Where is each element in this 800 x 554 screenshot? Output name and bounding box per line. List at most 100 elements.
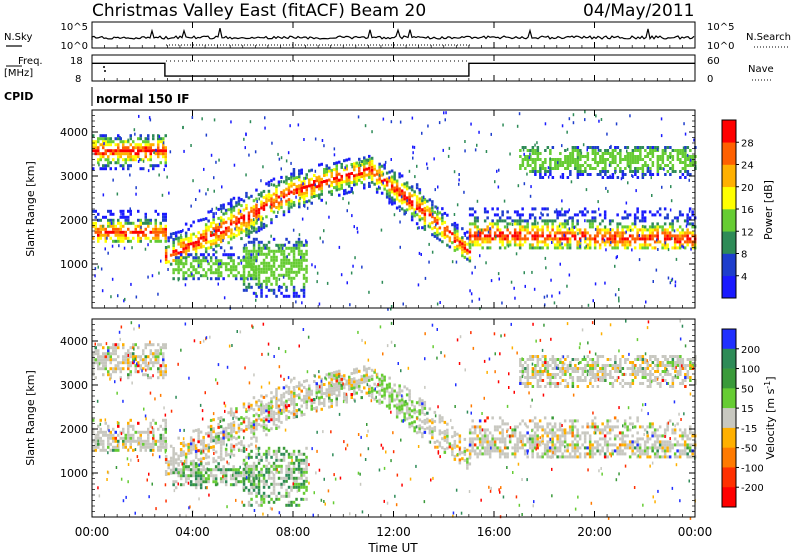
data-cell <box>262 165 264 169</box>
data-cell <box>104 149 107 153</box>
data-cell <box>458 458 462 462</box>
data-cell <box>438 238 442 242</box>
data-cell <box>298 175 301 179</box>
data-cell <box>488 240 492 244</box>
data-cell <box>676 237 679 241</box>
data-cell <box>410 212 414 216</box>
power-ylabel: Slant Range [km] <box>24 161 37 257</box>
data-cell <box>423 427 427 431</box>
data-cell <box>498 437 502 441</box>
data-cell <box>586 246 589 250</box>
data-cell <box>533 207 537 211</box>
data-cell <box>222 439 225 443</box>
data-cell <box>127 236 130 240</box>
data-cell <box>265 224 268 228</box>
data-cell <box>260 418 263 422</box>
data-cell <box>300 389 303 393</box>
data-cell <box>237 229 241 233</box>
data-cell <box>345 400 348 404</box>
data-cell <box>111 244 114 248</box>
data-cell <box>147 364 150 368</box>
data-cell <box>264 246 266 250</box>
data-cell <box>335 397 338 401</box>
data-cell <box>323 144 325 148</box>
data-cell <box>164 227 167 231</box>
data-cell <box>523 237 527 241</box>
data-cell <box>119 376 122 380</box>
data-cell <box>300 267 303 271</box>
data-cell <box>270 270 273 274</box>
data-cell <box>578 452 582 456</box>
data-cell <box>245 261 248 265</box>
data-cell <box>669 208 672 212</box>
data-cell <box>486 443 489 447</box>
data-cell <box>360 390 363 394</box>
data-cell <box>132 355 135 359</box>
data-cell <box>648 228 652 232</box>
data-cell <box>267 264 271 268</box>
data-cell <box>385 389 389 393</box>
data-cell <box>310 398 313 402</box>
data-cell <box>240 428 243 432</box>
data-cell <box>252 268 255 272</box>
data-cell <box>641 246 644 250</box>
data-cell <box>162 373 165 377</box>
data-cell <box>252 414 256 418</box>
data-cell <box>353 174 356 178</box>
data-cell <box>194 452 198 456</box>
data-cell <box>177 268 180 272</box>
data-cell <box>300 180 303 184</box>
data-cell <box>335 188 338 192</box>
data-cell <box>539 170 542 173</box>
data-cell <box>209 259 213 263</box>
data-cell <box>516 237 519 241</box>
data-cell <box>270 415 273 419</box>
data-cell <box>438 444 442 448</box>
data-cell <box>177 457 180 461</box>
data-cell <box>212 221 215 225</box>
data-cell <box>518 431 522 435</box>
data-cell <box>375 190 379 194</box>
data-cell <box>285 261 288 265</box>
data-cell <box>638 237 642 241</box>
data-cell <box>345 158 348 162</box>
data-cell <box>260 394 263 398</box>
data-cell <box>237 220 241 224</box>
data-cell <box>134 364 137 368</box>
data-cell <box>157 164 160 168</box>
data-cell <box>543 431 547 435</box>
data-cell <box>453 457 457 461</box>
data-cell <box>112 370 115 374</box>
data-cell <box>343 398 346 402</box>
data-cell <box>275 276 278 280</box>
data-cell <box>177 436 180 440</box>
data-cell <box>681 161 685 164</box>
data-cell <box>521 243 524 247</box>
data-cell <box>318 193 321 197</box>
data-cell <box>301 217 304 221</box>
data-cell <box>533 416 537 420</box>
data-cell <box>112 152 115 156</box>
data-cell <box>501 440 504 444</box>
data-cell <box>571 440 574 444</box>
data-cell <box>584 110 586 114</box>
data-cell <box>139 433 142 437</box>
data-cell <box>488 452 492 456</box>
data-cell <box>530 185 532 189</box>
data-cell <box>344 166 346 170</box>
data-cell <box>102 167 105 171</box>
data-cell <box>255 412 258 416</box>
data-cell <box>249 253 253 257</box>
data-cell <box>531 225 534 229</box>
data-cell <box>255 188 258 192</box>
data-cell <box>255 439 258 443</box>
data-cell <box>257 276 261 280</box>
colorbar-tick-label: 8 <box>741 250 747 261</box>
data-cell <box>571 158 575 161</box>
data-cell <box>129 209 132 213</box>
data-cell <box>416 226 419 230</box>
colorbar-swatch <box>722 209 736 232</box>
data-cell <box>405 187 409 191</box>
data-cell <box>541 434 544 438</box>
